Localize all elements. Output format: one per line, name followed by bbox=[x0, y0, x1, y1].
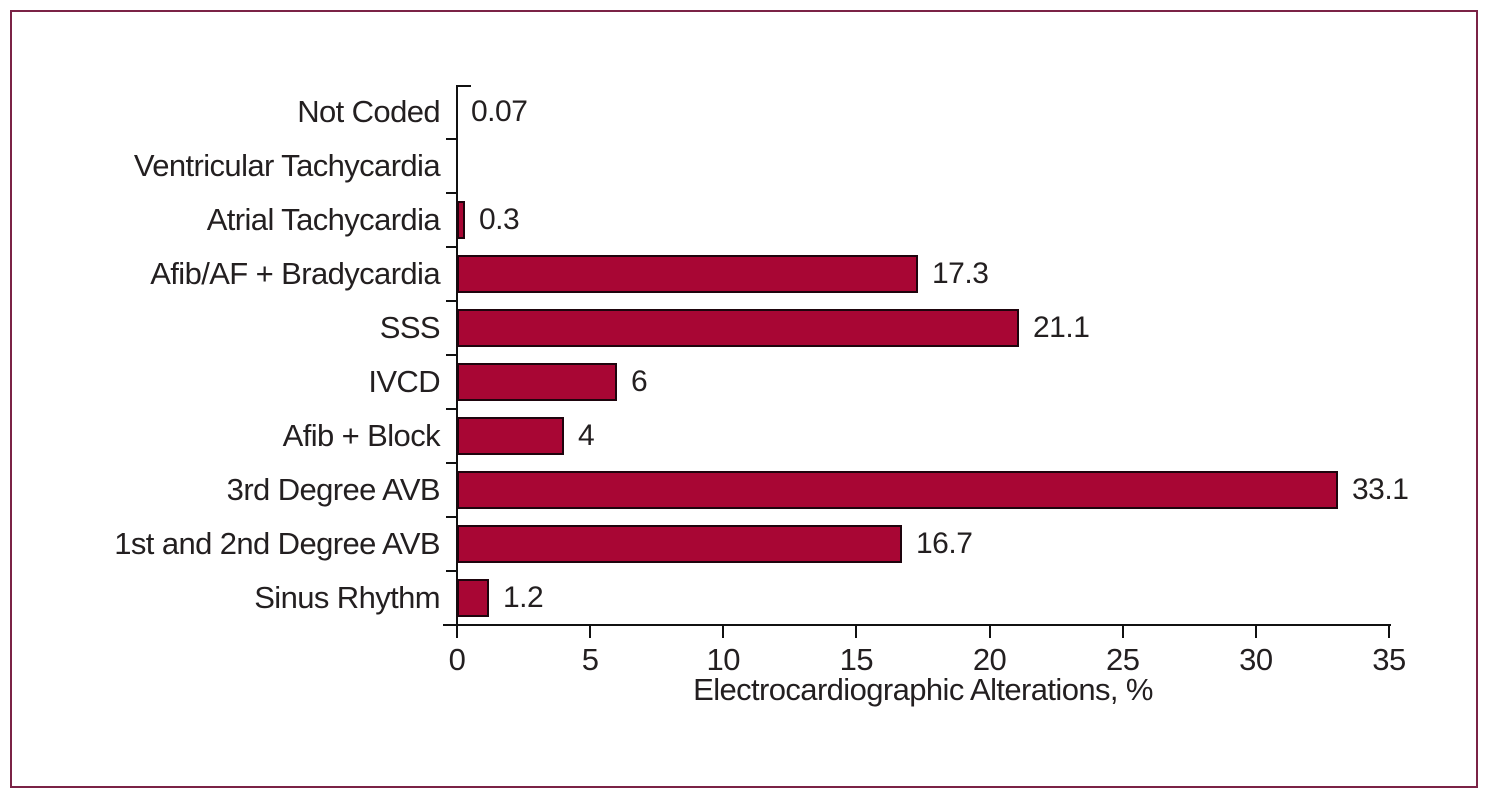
value-label: 17.3 bbox=[932, 257, 989, 290]
category-label: 1st and 2nd Degree AVB bbox=[114, 526, 440, 561]
bar bbox=[457, 525, 902, 563]
x-axis-tick bbox=[1254, 625, 1257, 638]
y-axis-tick bbox=[446, 138, 456, 140]
value-label: 4 bbox=[578, 419, 595, 452]
category-label: SSS bbox=[379, 310, 441, 345]
x-axis-title: Electrocardiographic Alterations, % bbox=[693, 672, 1153, 707]
bar bbox=[457, 471, 1338, 509]
y-axis-tick bbox=[446, 516, 456, 518]
category-label: Afib/AF + Bradycardia bbox=[150, 256, 440, 291]
x-axis-tick-label: 35 bbox=[1372, 642, 1406, 677]
bar bbox=[457, 309, 1019, 347]
bar bbox=[457, 579, 489, 617]
category-label: 3rd Degree AVB bbox=[226, 472, 441, 507]
bar bbox=[457, 417, 564, 455]
x-axis-tick-label: 0 bbox=[448, 642, 466, 677]
value-label: 0.07 bbox=[471, 95, 528, 128]
category-label: Sinus Rhythm bbox=[254, 580, 440, 615]
x-axis-tick bbox=[589, 625, 592, 638]
value-label: 33.1 bbox=[1352, 473, 1409, 506]
y-axis-tick bbox=[446, 570, 456, 572]
x-axis-tick bbox=[988, 625, 991, 638]
value-label: 21.1 bbox=[1033, 311, 1090, 344]
x-axis-tick-label: 10 bbox=[706, 642, 741, 677]
value-label: 6 bbox=[631, 365, 648, 398]
x-axis-tick bbox=[1388, 625, 1390, 638]
y-axis-tick bbox=[446, 192, 456, 194]
value-label: 16.7 bbox=[916, 527, 973, 560]
y-axis-top-tick bbox=[456, 85, 471, 87]
bar bbox=[457, 363, 617, 401]
x-axis-tick bbox=[1121, 625, 1124, 638]
x-axis-tick-label: 15 bbox=[839, 642, 874, 677]
y-axis-tick bbox=[446, 462, 456, 464]
x-axis-tick-label: 5 bbox=[581, 642, 599, 677]
y-axis-tick bbox=[446, 246, 456, 248]
x-axis-tick-label: 30 bbox=[1239, 642, 1273, 677]
x-axis-tick bbox=[722, 625, 725, 638]
category-label: Not Coded bbox=[297, 94, 440, 129]
value-label: 0.3 bbox=[479, 203, 520, 236]
x-axis-tick bbox=[456, 625, 458, 638]
y-axis-line bbox=[456, 85, 458, 625]
value-label: 1.2 bbox=[503, 581, 544, 614]
y-axis-tick bbox=[446, 354, 456, 356]
y-axis-tick bbox=[446, 408, 456, 410]
x-axis-tick-label: 25 bbox=[1105, 642, 1140, 677]
x-axis-tick-label: 20 bbox=[972, 642, 1007, 677]
x-axis-line bbox=[443, 624, 1391, 626]
category-label: Afib + Block bbox=[282, 418, 441, 453]
category-label: Ventricular Tachycardia bbox=[133, 148, 441, 183]
bar bbox=[457, 255, 918, 293]
category-label: Atrial Tachycardia bbox=[206, 202, 441, 237]
x-axis-tick bbox=[855, 625, 858, 638]
bar bbox=[457, 201, 465, 239]
category-label: IVCD bbox=[368, 364, 440, 399]
figure-frame bbox=[10, 10, 1478, 788]
y-axis-tick bbox=[446, 300, 456, 302]
